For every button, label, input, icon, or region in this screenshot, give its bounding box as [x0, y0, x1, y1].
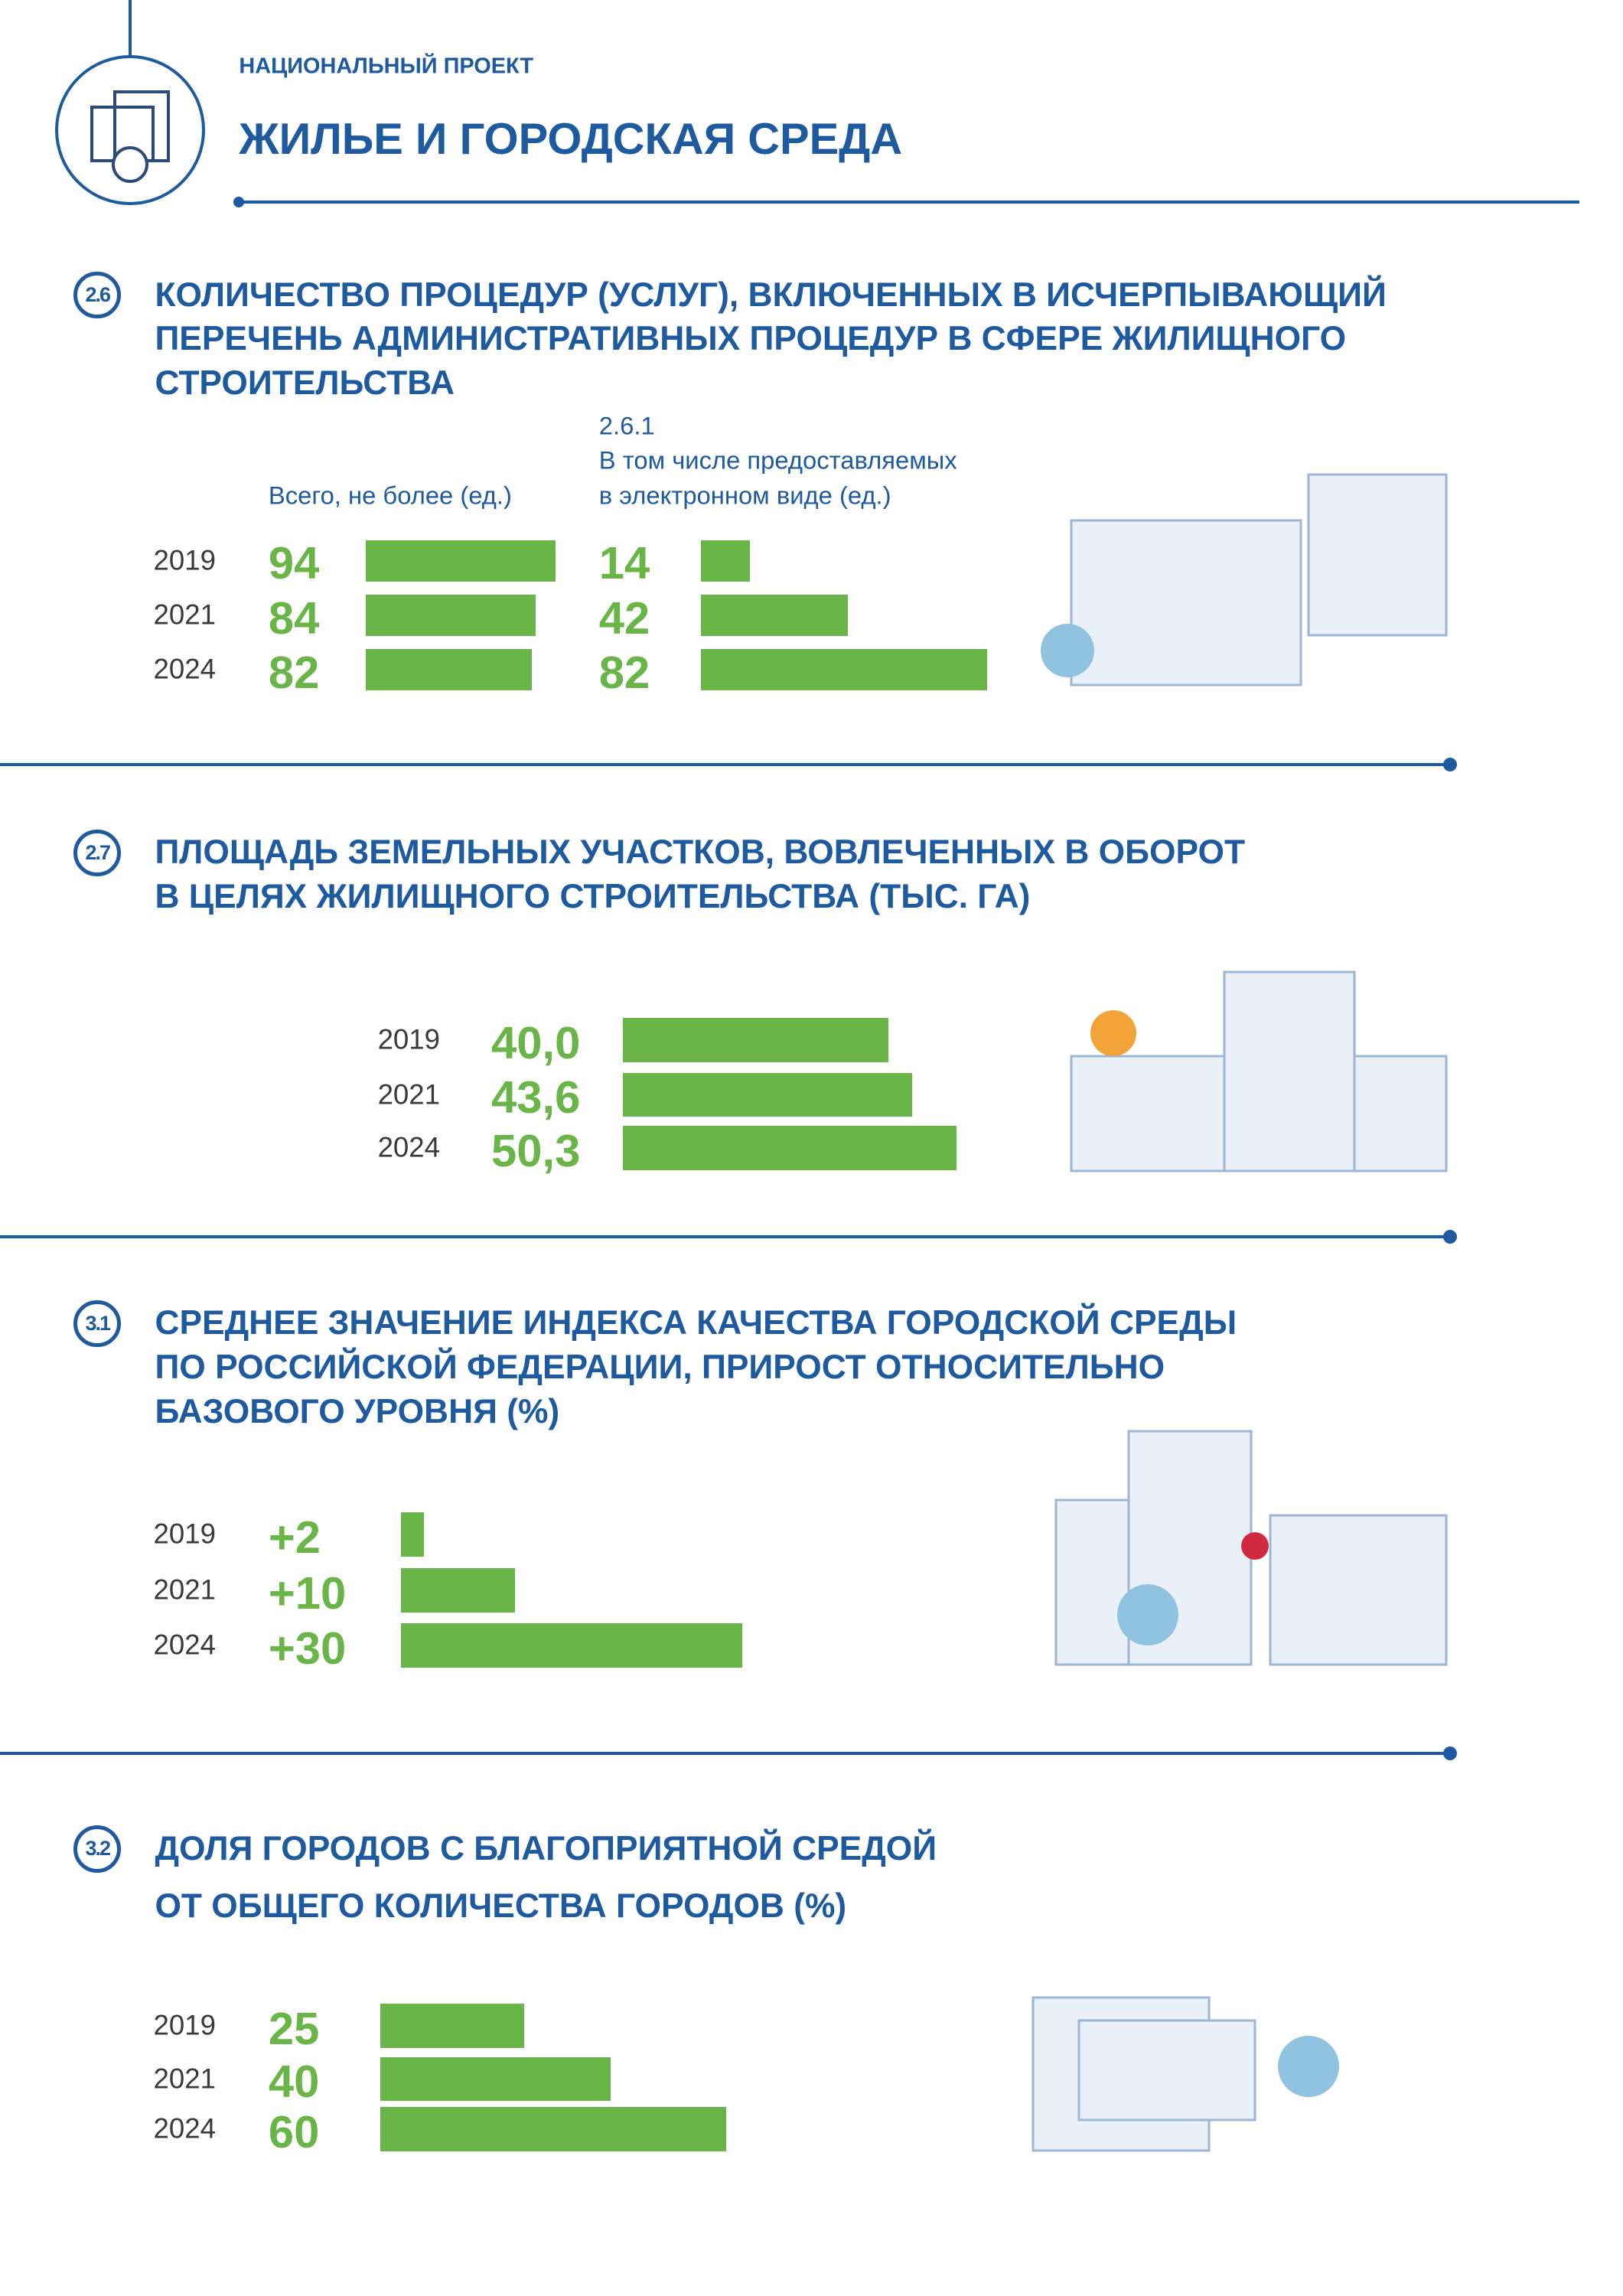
year-label: 2024	[153, 1629, 216, 1661]
bar	[622, 1018, 888, 1063]
section-title: КОЛИЧЕСТВО ПРОЦЕДУР (УСЛУГ), ВКЛЮЧЕННЫХ …	[155, 276, 1387, 314]
value-label: 40,0	[491, 1017, 581, 1069]
section-title: БАЗОВОГО УРОВНЯ (%)	[155, 1392, 560, 1430]
year-label: 2019	[153, 544, 216, 576]
bar	[700, 594, 848, 636]
section-badge: 3.1	[73, 1300, 122, 1348]
section-title: СТРОИТЕЛЬСТВА	[155, 364, 455, 403]
section-badge: 3.2	[73, 1825, 122, 1873]
header-subtitle: НАЦИОНАЛЬНЫЙ ПРОЕКТ	[239, 54, 534, 79]
series-name: В том числе предоставляемых	[598, 445, 957, 475]
section-title: ДОЛЯ ГОРОДОВ С БЛАГОПРИЯТНОЙ СРЕДОЙ	[155, 1829, 937, 1867]
year-label: 2024	[377, 1131, 441, 1163]
value-label: 40	[268, 2056, 320, 2108]
year-label: 2024	[153, 2112, 216, 2144]
value-label: 50,3	[491, 1124, 581, 1176]
header-title: ЖИЛЬЕ И ГОРОДСКАЯ СРЕДА	[239, 115, 903, 165]
bar	[380, 2004, 525, 2049]
section-title: ОТ ОБЩЕГО КОЛИЧЕСТВА ГОРОДОВ (%)	[155, 1887, 847, 1925]
section-badge: 2.7	[73, 829, 122, 877]
bar	[380, 2107, 726, 2151]
value-label: 82	[598, 647, 650, 699]
bar	[380, 2056, 611, 2102]
value-label: 43,6	[491, 1071, 581, 1124]
bar	[401, 1568, 515, 1613]
section-badge: 2.6	[73, 271, 122, 319]
series-code: 2.6.1	[598, 411, 655, 440]
bar	[401, 1512, 425, 1557]
bar	[622, 1072, 912, 1117]
series-name: в электронном виде (ед.)	[598, 481, 891, 510]
section-title: В ЦЕЛЯХ ЖИЛИЩНОГО СТРОИТЕЛЬСТВА (ТЫС. ГА…	[155, 878, 1031, 916]
year-label: 2021	[153, 598, 216, 631]
bar	[366, 594, 536, 636]
year-label: 2021	[153, 2063, 216, 2095]
value-label: 82	[268, 647, 320, 699]
series-name: Всего, не более (ед.)	[268, 481, 512, 510]
value-label: 84	[268, 592, 320, 644]
value-label: +30	[268, 1622, 347, 1674]
bar	[700, 540, 750, 582]
bar	[700, 649, 988, 691]
year-label: 2021	[153, 1574, 216, 1606]
value-label: 14	[598, 537, 650, 589]
section-title: СРЕДНЕЕ ЗНАЧЕНИЕ ИНДЕКСА КАЧЕСТВА ГОРОДС…	[155, 1304, 1237, 1342]
value-label: 94	[268, 537, 320, 589]
year-label: 2024	[153, 653, 216, 685]
value-label: 25	[268, 2003, 320, 2055]
value-label: 60	[268, 2106, 320, 2158]
bar	[366, 540, 556, 582]
section-title: ПЕРЕЧЕНЬ АДМИНИСТРАТИВНЫХ ПРОЦЕДУР В СФЕ…	[155, 320, 1347, 358]
year-label: 2019	[153, 1518, 216, 1550]
year-label: 2019	[153, 2009, 216, 2041]
value-label: +10	[268, 1567, 347, 1619]
bar	[622, 1126, 957, 1170]
value-label: 42	[598, 592, 650, 644]
value-label: +2	[268, 1512, 321, 1564]
section-title: ПО РОССИЙСКОЙ ФЕДЕРАЦИИ, ПРИРОСТ ОТНОСИТ…	[155, 1349, 1165, 1387]
year-label: 2021	[377, 1078, 441, 1110]
section-title: ПЛОЩАДЬ ЗЕМЕЛЬНЫХ УЧАСТКОВ, ВОВЛЕЧЕННЫХ …	[155, 833, 1246, 872]
year-label: 2019	[377, 1023, 441, 1055]
bar	[401, 1623, 742, 1668]
bar	[366, 649, 532, 691]
